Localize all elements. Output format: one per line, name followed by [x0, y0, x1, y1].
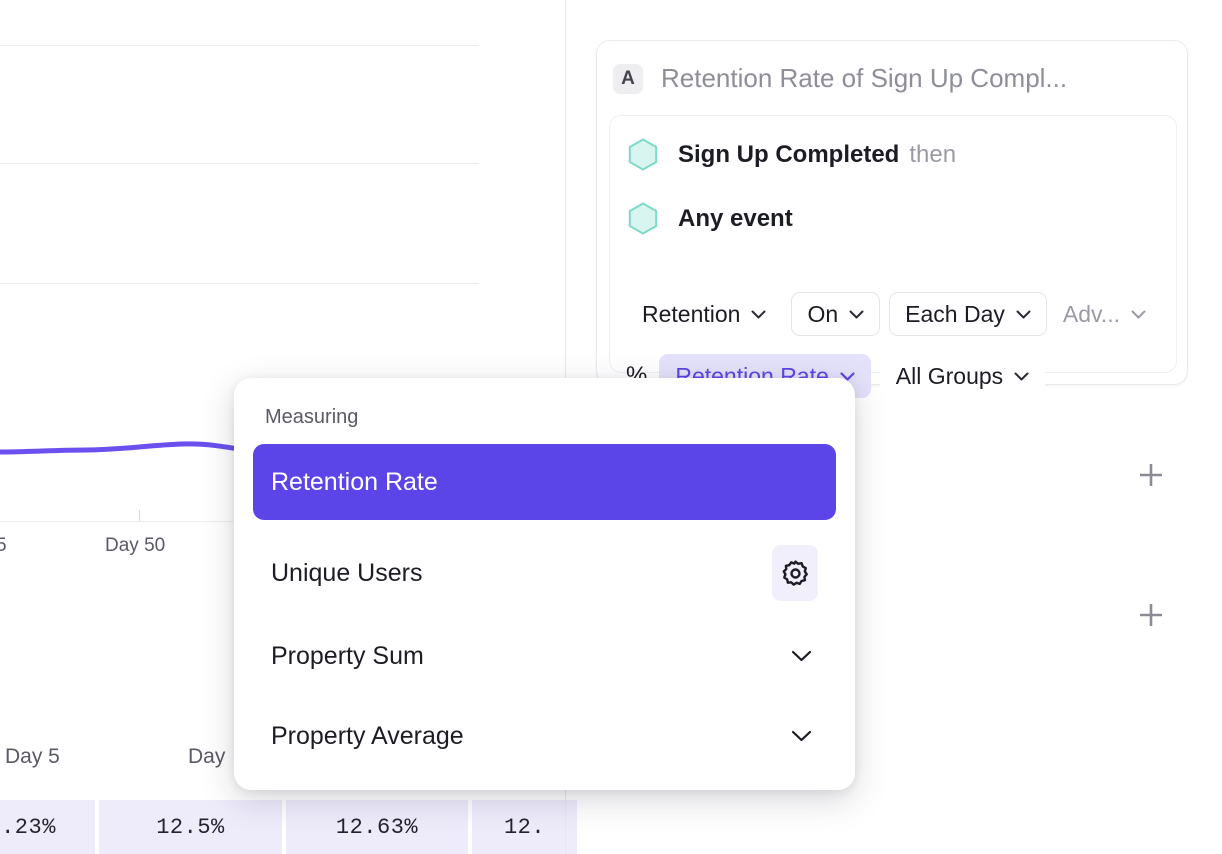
menu-item-property-sum[interactable]: Property Sum: [253, 618, 836, 694]
gear-icon: [782, 559, 808, 586]
chevron-down-icon: [849, 310, 864, 318]
event-step-row[interactable]: Sign Up Completed then: [628, 138, 956, 171]
dropdown-label: Retention: [642, 300, 741, 327]
groups-dropdown[interactable]: All Groups: [879, 354, 1046, 398]
menu-item-label: Unique Users: [271, 558, 423, 587]
dropdown-label: All Groups: [895, 362, 1004, 389]
day-label-row: Day 5 Day: [0, 745, 565, 781]
retention-type-dropdown[interactable]: Retention: [626, 292, 783, 336]
chevron-down-icon: [1131, 310, 1146, 318]
table-cell: 12.: [472, 800, 577, 854]
chart-gridline: [0, 283, 479, 284]
axis-tick-label-clipped: 5: [0, 535, 7, 556]
menu-item-label: Property Sum: [271, 641, 424, 670]
day-label: Day: [188, 745, 226, 768]
chart-axis-tick: [139, 510, 140, 521]
event-then-label: then: [909, 140, 957, 168]
series-letter-badge: A: [613, 63, 643, 94]
unique-users-settings-button[interactable]: [772, 545, 818, 601]
axis-tick-label-day50: Day 50: [105, 535, 166, 556]
chevron-down-icon[interactable]: [791, 730, 812, 742]
chevron-down-icon: [840, 371, 855, 381]
table-cell: 12.63%: [286, 800, 468, 854]
menu-item-label: Property Average: [271, 721, 464, 750]
query-options-row: Retention On Each Day: [626, 292, 1162, 336]
chart-gridline: [0, 163, 479, 164]
advanced-dropdown[interactable]: Adv...: [1055, 292, 1162, 336]
query-card-header: A Retention Rate of Sign Up Compl...: [613, 63, 1067, 94]
on-dropdown[interactable]: On: [791, 292, 881, 336]
dropdown-label: Each Day: [905, 300, 1005, 327]
menu-item-property-average[interactable]: Property Average: [253, 698, 836, 774]
menu-section-label: Measuring: [265, 406, 359, 428]
event-name: Any event: [678, 204, 793, 232]
query-steps-card: Sign Up Completed then Any event Retentio…: [609, 115, 1177, 398]
plus-icon: [1140, 464, 1162, 486]
chevron-down-icon: [751, 310, 766, 318]
menu-item-retention-rate[interactable]: Retention Rate: [253, 444, 836, 520]
query-card: A Retention Rate of Sign Up Compl... Sig…: [596, 40, 1188, 398]
chevron-down-icon[interactable]: [791, 650, 812, 662]
table-cell: 12.5%: [99, 800, 282, 854]
dropdown-label: Adv...: [1062, 300, 1120, 327]
day-label: Day 5: [5, 745, 60, 768]
event-step-row[interactable]: Any event: [628, 202, 793, 235]
query-title[interactable]: Retention Rate of Sign Up Compl...: [661, 63, 1068, 93]
add-step-button-2[interactable]: [1136, 600, 1166, 630]
plus-icon: [1140, 604, 1162, 626]
event-step-text: Sign Up Completed then: [678, 141, 956, 169]
menu-item-label: Retention Rate: [271, 467, 438, 496]
dropdown-label: On: [807, 300, 839, 327]
interval-dropdown[interactable]: Each Day: [889, 292, 1047, 336]
chevron-down-icon: [1016, 310, 1031, 318]
menu-item-unique-users[interactable]: Unique Users: [253, 535, 836, 611]
hexagon-icon: [628, 138, 658, 171]
table-cell: .23%: [0, 800, 95, 854]
event-name: Sign Up Completed: [678, 140, 900, 168]
hexagon-icon: [628, 202, 658, 235]
retention-table-row: .23% 12.5% 12.63% 12.: [0, 800, 577, 854]
add-step-button-1[interactable]: [1136, 460, 1166, 490]
measuring-dropdown-menu: Measuring Retention Rate Unique Users Pr…: [234, 378, 855, 790]
chevron-down-icon: [1014, 372, 1029, 380]
chart-gridline: [0, 45, 479, 46]
